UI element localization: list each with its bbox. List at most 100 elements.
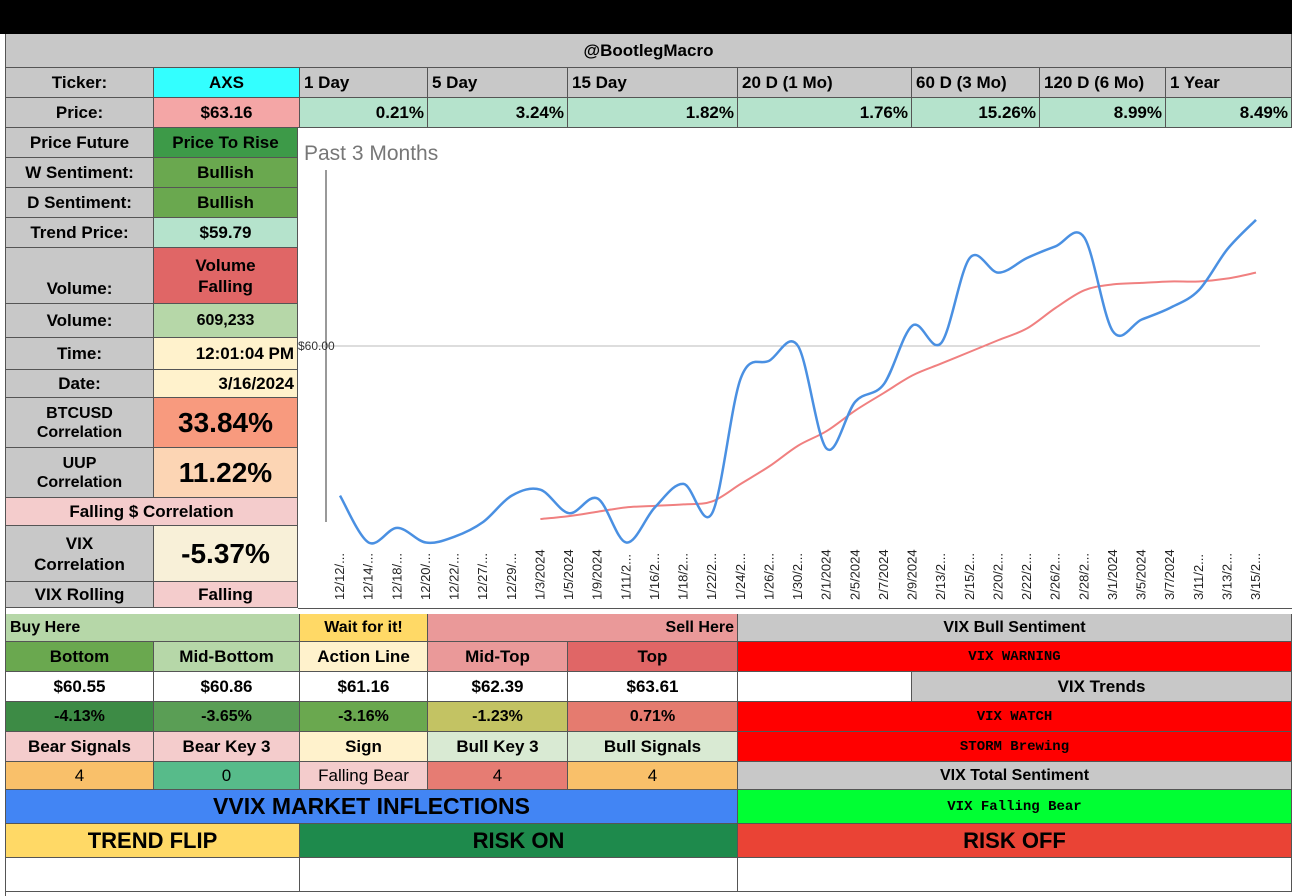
vix-trends-header: VIX Trends [912, 672, 1292, 702]
chart-title: Past 3 Months [304, 142, 438, 165]
level-price-top: $63.61 [568, 672, 738, 702]
period-value-60d: 15.26% [912, 98, 1040, 128]
d-sentiment-value: Bullish [154, 188, 298, 218]
chart-x-tick-label: 1/26/2... [761, 553, 776, 600]
uup-corr-value: 11.22% [154, 448, 298, 498]
volume-value: 609,233 [154, 304, 298, 338]
chart-x-tick-label: 3/5/2024 [1134, 549, 1149, 600]
period-label-5d: 5 Day [428, 68, 568, 98]
chart-x-tick-label: 1/16/2... [647, 553, 662, 600]
level-pct-top: 0.71% [568, 702, 738, 732]
chart-x-tick-label: 2/7/2024 [876, 549, 891, 600]
chart-x-tick-label: 12/27/... [475, 553, 490, 600]
price-label: Price: [6, 98, 154, 128]
price-value: $63.16 [154, 98, 300, 128]
chart-x-tick-label: 2/28/2... [1076, 553, 1091, 600]
period-value-1y: 8.49% [1166, 98, 1292, 128]
w-sentiment-value: Bullish [154, 158, 298, 188]
trend-price-value: $59.79 [154, 218, 298, 248]
period-value-20d: 1.76% [738, 98, 912, 128]
vix-corr-label-2: Correlation [34, 554, 125, 574]
vix-corr-label: VIX Correlation [6, 526, 154, 582]
chart-x-tick-label: 12/22/... [447, 553, 462, 600]
price-chart-svg: Past 3 Months $60.00 12/12/... 12/14/... 1… [298, 142, 1263, 600]
vix-watch: VIX WATCH [738, 702, 1292, 732]
trend-price-label: Trend Price: [6, 218, 154, 248]
vix-rolling-value: Falling [154, 582, 298, 608]
period-value-120d: 8.99% [1040, 98, 1166, 128]
level-price-bottom: $60.55 [6, 672, 154, 702]
time-label: Time: [6, 338, 154, 370]
signal-header-bull-key-3: Bull Key 3 [428, 732, 568, 762]
left-edge-border [5, 34, 6, 896]
chart-x-tick-label: 3/13/2... [1219, 553, 1234, 600]
period-value-5d: 3.24% [428, 98, 568, 128]
signal-value-bull-signals: 4 [568, 762, 738, 790]
wait-label: Wait for it! [300, 614, 428, 642]
buy-here-label: Buy Here [6, 614, 300, 642]
chart-x-tick-label: 2/20/2... [990, 553, 1005, 600]
date-value: 3/16/2024 [154, 370, 298, 398]
chart-x-tick-label: 3/1/2024 [1105, 549, 1120, 600]
d-sentiment-label: D Sentiment: [6, 188, 154, 218]
signal-header-sign: Sign [300, 732, 428, 762]
vix-rolling-label: VIX Rolling [6, 582, 154, 608]
btc-corr-label-1: BTCUSD [46, 404, 113, 422]
ticker-value[interactable]: AXS [154, 68, 300, 98]
chart-x-tick-label: 1/9/2024 [590, 549, 605, 600]
chart-x-tick-label: 1/24/2... [733, 553, 748, 600]
period-label-1d: 1 Day [300, 68, 428, 98]
signal-value-sign: Falling Bear [300, 762, 428, 790]
price-future-value: Price To Rise [154, 128, 298, 158]
vix-warning: VIX WARNING [738, 642, 1292, 672]
window-top-strip [0, 0, 1292, 34]
btc-corr-label: BTCUSD Correlation [6, 398, 154, 448]
chart-x-tick-label: 12/12/... [332, 553, 347, 600]
risk-on-header: RISK ON [300, 824, 738, 858]
risk-off-header: RISK OFF [738, 824, 1292, 858]
ticker-label: Ticker: [6, 68, 154, 98]
btc-corr-value: 33.84% [154, 398, 298, 448]
level-pct-mid-top: -1.23% [428, 702, 568, 732]
period-value-1d: 0.21% [300, 98, 428, 128]
vix-corr-label-1: VIX [65, 533, 94, 553]
level-header-mid-bottom: Mid-Bottom [154, 642, 300, 672]
vix-corr-value: -5.37% [154, 526, 298, 582]
chart-x-tick-label: 2/22/2... [1019, 553, 1034, 600]
signal-header-bear-key-3: Bear Key 3 [154, 732, 300, 762]
chart-x-tick-label: 2/1/2024 [819, 549, 834, 600]
signal-value-bear-signals: 4 [6, 762, 154, 790]
chart-x-tick-label: 2/9/2024 [905, 549, 920, 600]
w-sentiment-label: W Sentiment: [6, 158, 154, 188]
signal-header-bull-signals: Bull Signals [568, 732, 738, 762]
period-label-60d: 60 D (3 Mo) [912, 68, 1040, 98]
level-header-mid-top: Mid-Top [428, 642, 568, 672]
chart-x-tick-label: 2/15/2... [962, 553, 977, 600]
period-value-15d: 1.82% [568, 98, 738, 128]
risk-on-value [300, 858, 738, 892]
btc-corr-label-2: Correlation [36, 423, 123, 441]
period-label-20d: 20 D (1 Mo) [738, 68, 912, 98]
signal-header-bear-signals: Bear Signals [6, 732, 154, 762]
chart-x-tick-label: 1/30/2... [790, 553, 805, 600]
vix-total-sentiment-header: VIX Total Sentiment [738, 762, 1292, 790]
chart-x-tick-label: 3/11/2... [1191, 554, 1206, 600]
time-value: 12:01:04 PM [154, 338, 298, 370]
volume-label: Volume: [6, 304, 154, 338]
trend-series-line [540, 271, 1257, 521]
page-title: @BootlegMacro [6, 34, 1292, 68]
level-price-action-line: $61.16 [300, 672, 428, 702]
chart-x-tick-label: 2/26/2... [1048, 553, 1063, 600]
period-label-120d: 120 D (6 Mo) [1040, 68, 1166, 98]
price-future-label: Price Future [6, 128, 154, 158]
vix-trends-blank [738, 672, 912, 702]
level-header-action-line: Action Line [300, 642, 428, 672]
level-header-top: Top [568, 642, 738, 672]
level-price-mid-top: $62.39 [428, 672, 568, 702]
risk-off-value [738, 858, 1292, 892]
chart-x-tick-label: 12/14/... [361, 553, 376, 600]
level-header-bottom: Bottom [6, 642, 154, 672]
chart-x-tick-label: 3/15/2... [1248, 553, 1263, 600]
trend-flip-value [6, 858, 300, 892]
chart-x-tick-label: 1/18/2... [676, 553, 691, 600]
